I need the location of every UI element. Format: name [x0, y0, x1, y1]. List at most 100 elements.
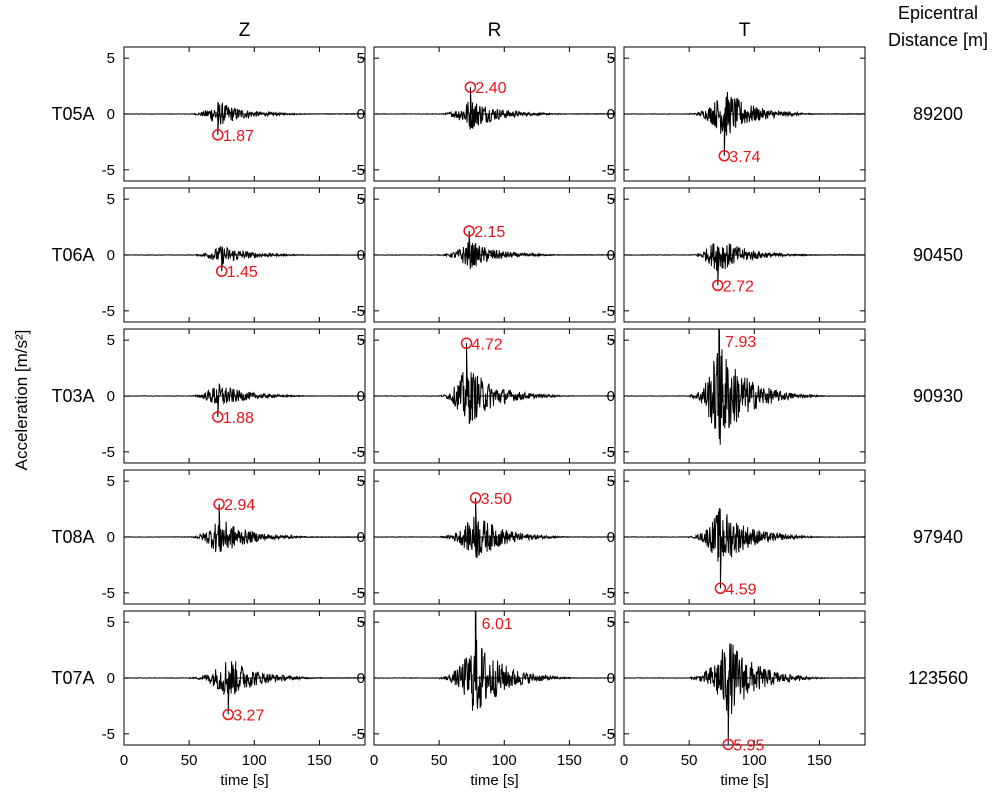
y-tick-label: -5: [102, 162, 115, 179]
waveform-trace: [124, 661, 365, 715]
station-labels: T05A T06A T03A T08A T07A: [51, 104, 94, 688]
peak-value-label: 6.01: [482, 616, 513, 633]
distance-label-t06a: 90450: [913, 245, 963, 265]
peak-value-label: 3.74: [729, 149, 760, 166]
y-tick-label: 5: [607, 473, 615, 490]
station-label-t05a: T05A: [51, 104, 94, 124]
y-tick-label: -5: [102, 726, 115, 743]
panel-t08a-z: -5 0 5 2.94: [102, 469, 366, 605]
y-axis-label: Acceleration [m/s²]: [12, 330, 31, 471]
peak-marker: [469, 492, 482, 504]
panel-t08a-t: -5 0 5 4.59: [602, 469, 866, 605]
x-tick-label: 50: [681, 752, 698, 769]
panel-t06a-r: -5 0 5 2.15: [352, 187, 616, 323]
waveform-trace: [624, 91, 865, 156]
y-tick-label: -5: [352, 303, 365, 320]
y-tick-label: 0: [107, 247, 115, 264]
waveform-trace: [624, 508, 865, 589]
y-tick-label: -5: [602, 585, 615, 602]
panel-t03a-r: -5 0 5 4.72: [352, 328, 616, 464]
y-tick-label: 5: [607, 191, 615, 208]
y-tick-label: 0: [357, 670, 365, 687]
y-tick-label: 0: [107, 670, 115, 687]
peak-marker: [222, 708, 234, 721]
y-tick-label: -5: [602, 162, 615, 179]
panel-grid: -5 0 5 1.87 -5 0 5 2.40 -5 0 5 3.74 -5 0 5 1.45 -5 0 5 2.15…: [102, 46, 866, 789]
distance-header-line2: Distance [m]: [888, 30, 988, 50]
y-tick-label: 0: [607, 670, 615, 687]
peak-value-label: 3.50: [481, 491, 512, 508]
y-tick-label: 5: [607, 614, 615, 631]
waveform-trace: [124, 101, 365, 135]
waveform-trace: [624, 329, 865, 445]
x-tick-label: 50: [181, 752, 198, 769]
station-label-t07a: T07A: [51, 668, 94, 688]
y-tick-label: 5: [357, 614, 365, 631]
peak-value-label: 4.72: [471, 336, 502, 353]
distance-label-t03a: 90930: [913, 386, 963, 406]
peak-value-label: 5.95: [733, 737, 764, 754]
waveform-trace: [374, 611, 615, 711]
x-axis-label: time [s]: [470, 772, 518, 789]
panel-t05a-r: -5 0 5 2.40: [352, 46, 616, 182]
panel-t08a-r: -5 0 5 3.50: [352, 469, 616, 605]
y-tick-label: 0: [357, 106, 365, 123]
y-tick-label: -5: [102, 303, 115, 320]
x-tick-label: 100: [242, 752, 267, 769]
waveform-trace: [124, 246, 365, 272]
x-tick-label: 150: [307, 752, 332, 769]
distance-labels: 89200 90450 90930 97940 123560: [908, 104, 968, 688]
column-title-z: Z: [239, 20, 251, 41]
peak-marker: [464, 81, 477, 93]
y-tick-label: 0: [107, 106, 115, 123]
panel-t03a-t: -5 0 5 7.93: [602, 328, 866, 464]
y-tick-label: -5: [352, 726, 365, 743]
y-tick-label: 0: [607, 106, 615, 123]
station-label-t08a: T08A: [51, 527, 94, 547]
y-tick-label: 5: [607, 332, 615, 349]
peak-value-label: 2.40: [475, 80, 506, 97]
waveform-trace: [124, 504, 365, 553]
waveform-trace: [624, 643, 865, 745]
x-tick-label: 100: [742, 752, 767, 769]
y-tick-label: 0: [357, 529, 365, 546]
y-tick-label: -5: [102, 585, 115, 602]
x-tick-label: 50: [431, 752, 448, 769]
waveform-trace: [374, 230, 615, 270]
panel-t07a-t: 0 50 100 150 -5 0 5 time [s] 5.95: [602, 610, 866, 789]
waveform-trace: [374, 87, 615, 130]
distance-label-t05a: 89200: [913, 104, 963, 124]
peak-value-label: 4.59: [725, 581, 756, 598]
y-tick-label: -5: [602, 303, 615, 320]
peak-marker: [213, 498, 225, 510]
peak-marker: [460, 337, 473, 350]
peak-marker: [722, 738, 734, 751]
waveform-trace: [124, 382, 365, 418]
station-label-t03a: T03A: [51, 386, 94, 406]
panel-t06a-t: -5 0 5 2.72: [602, 187, 866, 323]
x-tick-label: 150: [557, 752, 582, 769]
y-tick-label: 5: [107, 473, 115, 490]
y-tick-label: -5: [352, 162, 365, 179]
y-tick-label: -5: [102, 444, 115, 461]
waveform-trace: [624, 243, 865, 286]
y-tick-label: 5: [607, 50, 615, 67]
distance-label-t07a: 123560: [908, 668, 968, 688]
station-label-t06a: T06A: [51, 245, 94, 265]
x-axis-label: time [s]: [220, 772, 268, 789]
peak-marker: [212, 411, 224, 423]
column-title-t: T: [739, 20, 751, 41]
panel-t06a-z: -5 0 5 1.45: [102, 187, 366, 323]
x-tick-label: 0: [370, 752, 378, 769]
panel-t05a-t: -5 0 5 3.74: [602, 46, 866, 182]
peak-marker: [463, 225, 475, 237]
column-title-r: R: [488, 20, 502, 41]
x-tick-label: 0: [620, 752, 628, 769]
peak-marker: [212, 129, 224, 141]
peak-value-label: 1.45: [227, 264, 258, 281]
peak-value-label: 2.15: [474, 224, 505, 241]
y-tick-label: 5: [107, 50, 115, 67]
waveform-trace: [374, 497, 615, 559]
